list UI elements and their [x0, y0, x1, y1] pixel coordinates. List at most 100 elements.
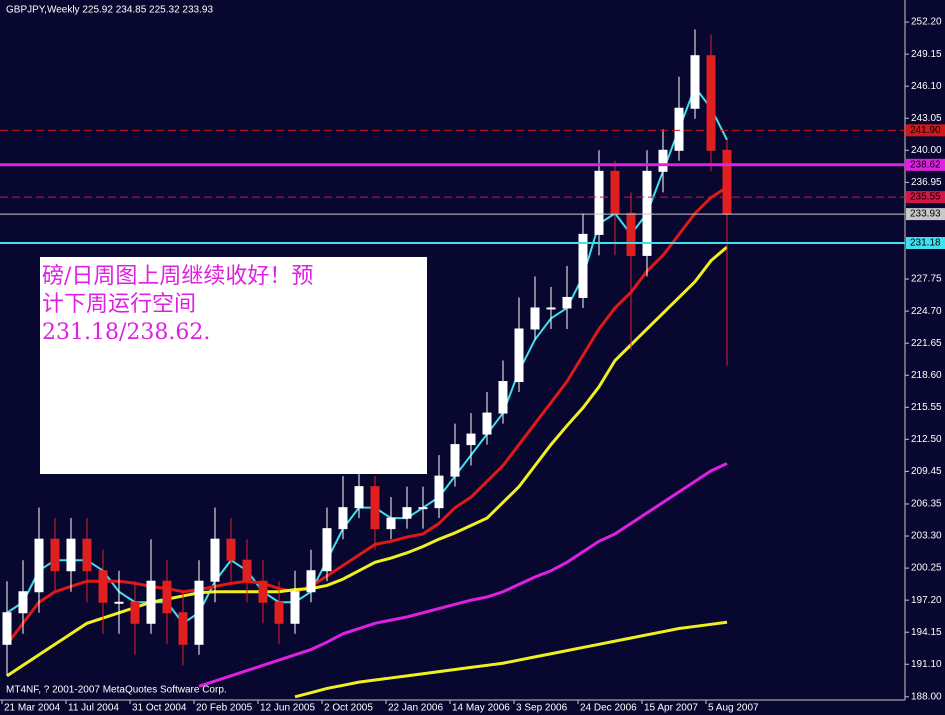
candle-body: [434, 475, 444, 509]
candle-body: [610, 170, 620, 214]
candle-body: [690, 55, 700, 109]
y-tick-label: 209.45: [911, 466, 942, 477]
candle-body: [418, 507, 428, 510]
chart-header: GBPJPY,Weekly 225.92 234.85 225.32 233.9…: [6, 5, 213, 16]
x-tick-label: 21 Mar 2004: [4, 703, 61, 714]
candle-body: [98, 570, 108, 603]
x-tick-label: 11 Jul 2004: [68, 703, 119, 714]
candle-body: [274, 601, 284, 624]
x-tick-label: 15 Apr 2007: [644, 703, 698, 714]
candle-body: [482, 412, 492, 435]
y-tick-label: 224.70: [911, 306, 942, 317]
candle-body: [82, 538, 92, 572]
x-tick-label: 20 Feb 2005: [196, 703, 253, 714]
y-tick-label: 243.05: [911, 113, 942, 124]
candle-body: [514, 328, 524, 383]
moving-average: [198, 462, 728, 688]
candle-body: [306, 570, 316, 593]
y-tick-label: 236.95: [911, 177, 942, 188]
candle-body: [626, 212, 636, 256]
price-level-label: 233.93: [910, 209, 941, 220]
annotation-text: 计下周运行空间: [42, 292, 196, 317]
price-level-box: [906, 191, 945, 204]
candle-body: [210, 538, 220, 582]
candle-body: [578, 233, 588, 298]
moving-average: [294, 620, 728, 699]
chart-footer: MT4NF, ? 2001-2007 MetaQuotes Software C…: [6, 685, 227, 696]
price-level-label: 241.90: [910, 125, 941, 136]
candle-body: [338, 507, 348, 530]
y-tick-label: 212.50: [911, 434, 942, 445]
candle-body: [386, 517, 396, 530]
y-tick-label: 191.10: [911, 659, 942, 670]
candle-body: [226, 538, 236, 561]
price-level-box: [906, 158, 945, 171]
x-tick-label: 14 May 2006: [452, 703, 510, 714]
y-tick-label: 215.55: [911, 402, 942, 413]
x-tick-label: 2 Oct 2005: [324, 703, 373, 714]
candle-body: [466, 433, 476, 446]
candle-body: [642, 170, 652, 256]
x-tick-label: 31 Oct 2004: [132, 703, 187, 714]
x-tick-label: 22 Jan 2006: [388, 703, 443, 714]
x-tick-label: 3 Sep 2006: [516, 703, 568, 714]
candle-body: [658, 149, 668, 172]
moving-average: [6, 245, 728, 678]
y-tick-label: 203.30: [911, 531, 942, 542]
y-tick-label: 206.35: [911, 499, 942, 510]
candle-body: [18, 591, 28, 614]
y-tick-label: 246.10: [911, 81, 942, 92]
candle-body: [242, 559, 252, 582]
y-tick-label: 218.60: [911, 370, 942, 381]
candle-body: [162, 580, 172, 614]
price-level-box: [906, 237, 945, 250]
price-level-box: [906, 208, 945, 221]
price-level-label: 235.55: [910, 192, 941, 203]
candle-body: [290, 591, 300, 624]
moving-average: [5, 185, 728, 646]
candle-body: [498, 381, 508, 414]
candle-body: [546, 307, 556, 310]
candle-body: [2, 612, 12, 645]
price-level-box: [906, 124, 945, 137]
candle-body: [34, 538, 44, 593]
candle-body: [722, 149, 732, 215]
x-tick-label: 12 Jun 2005: [260, 703, 315, 714]
y-tick-label: 200.25: [911, 563, 942, 574]
candle-body: [562, 296, 572, 309]
candle-body: [354, 486, 364, 509]
candle-body: [674, 107, 684, 151]
annotation-text: 磅/日周图上周继续收好！预: [42, 264, 313, 289]
candle-body: [114, 601, 124, 604]
y-tick-label: 249.15: [911, 49, 942, 60]
y-tick-label: 227.75: [911, 274, 942, 285]
x-tick-label: 5 Aug 2007: [708, 703, 759, 714]
x-tick-label: 24 Dec 2006: [580, 703, 637, 714]
moving-average: [6, 85, 728, 625]
candle-body: [706, 55, 716, 151]
annotation-text: 231.18/238.62.: [42, 320, 210, 345]
y-tick-label: 240.00: [911, 145, 942, 156]
candle-body: [450, 444, 460, 477]
price-level-label: 238.62: [910, 159, 941, 170]
y-tick-label: 194.15: [911, 627, 942, 638]
price-level-label: 231.18: [910, 238, 941, 249]
candle-body: [50, 538, 60, 572]
annotation-box: [40, 257, 427, 474]
candle-body: [258, 580, 268, 603]
candle-body: [594, 170, 604, 235]
candle-body: [530, 307, 540, 330]
candle-body: [178, 612, 188, 645]
candle-body: [130, 601, 140, 624]
candle-body: [370, 486, 380, 530]
candle-body: [194, 580, 204, 645]
candle-body: [322, 528, 332, 572]
y-tick-label: 197.20: [911, 595, 942, 606]
candle-body: [66, 538, 76, 572]
y-tick-label: 188.00: [911, 691, 942, 702]
y-tick-label: 252.20: [911, 17, 942, 28]
candle-body: [146, 580, 156, 624]
candle-body: [402, 507, 412, 519]
y-tick-label: 221.65: [911, 338, 942, 349]
